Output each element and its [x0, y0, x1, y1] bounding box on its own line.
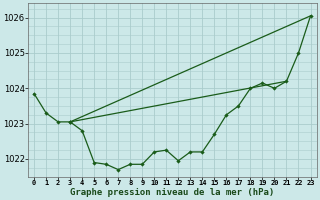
- X-axis label: Graphe pression niveau de la mer (hPa): Graphe pression niveau de la mer (hPa): [70, 188, 275, 197]
